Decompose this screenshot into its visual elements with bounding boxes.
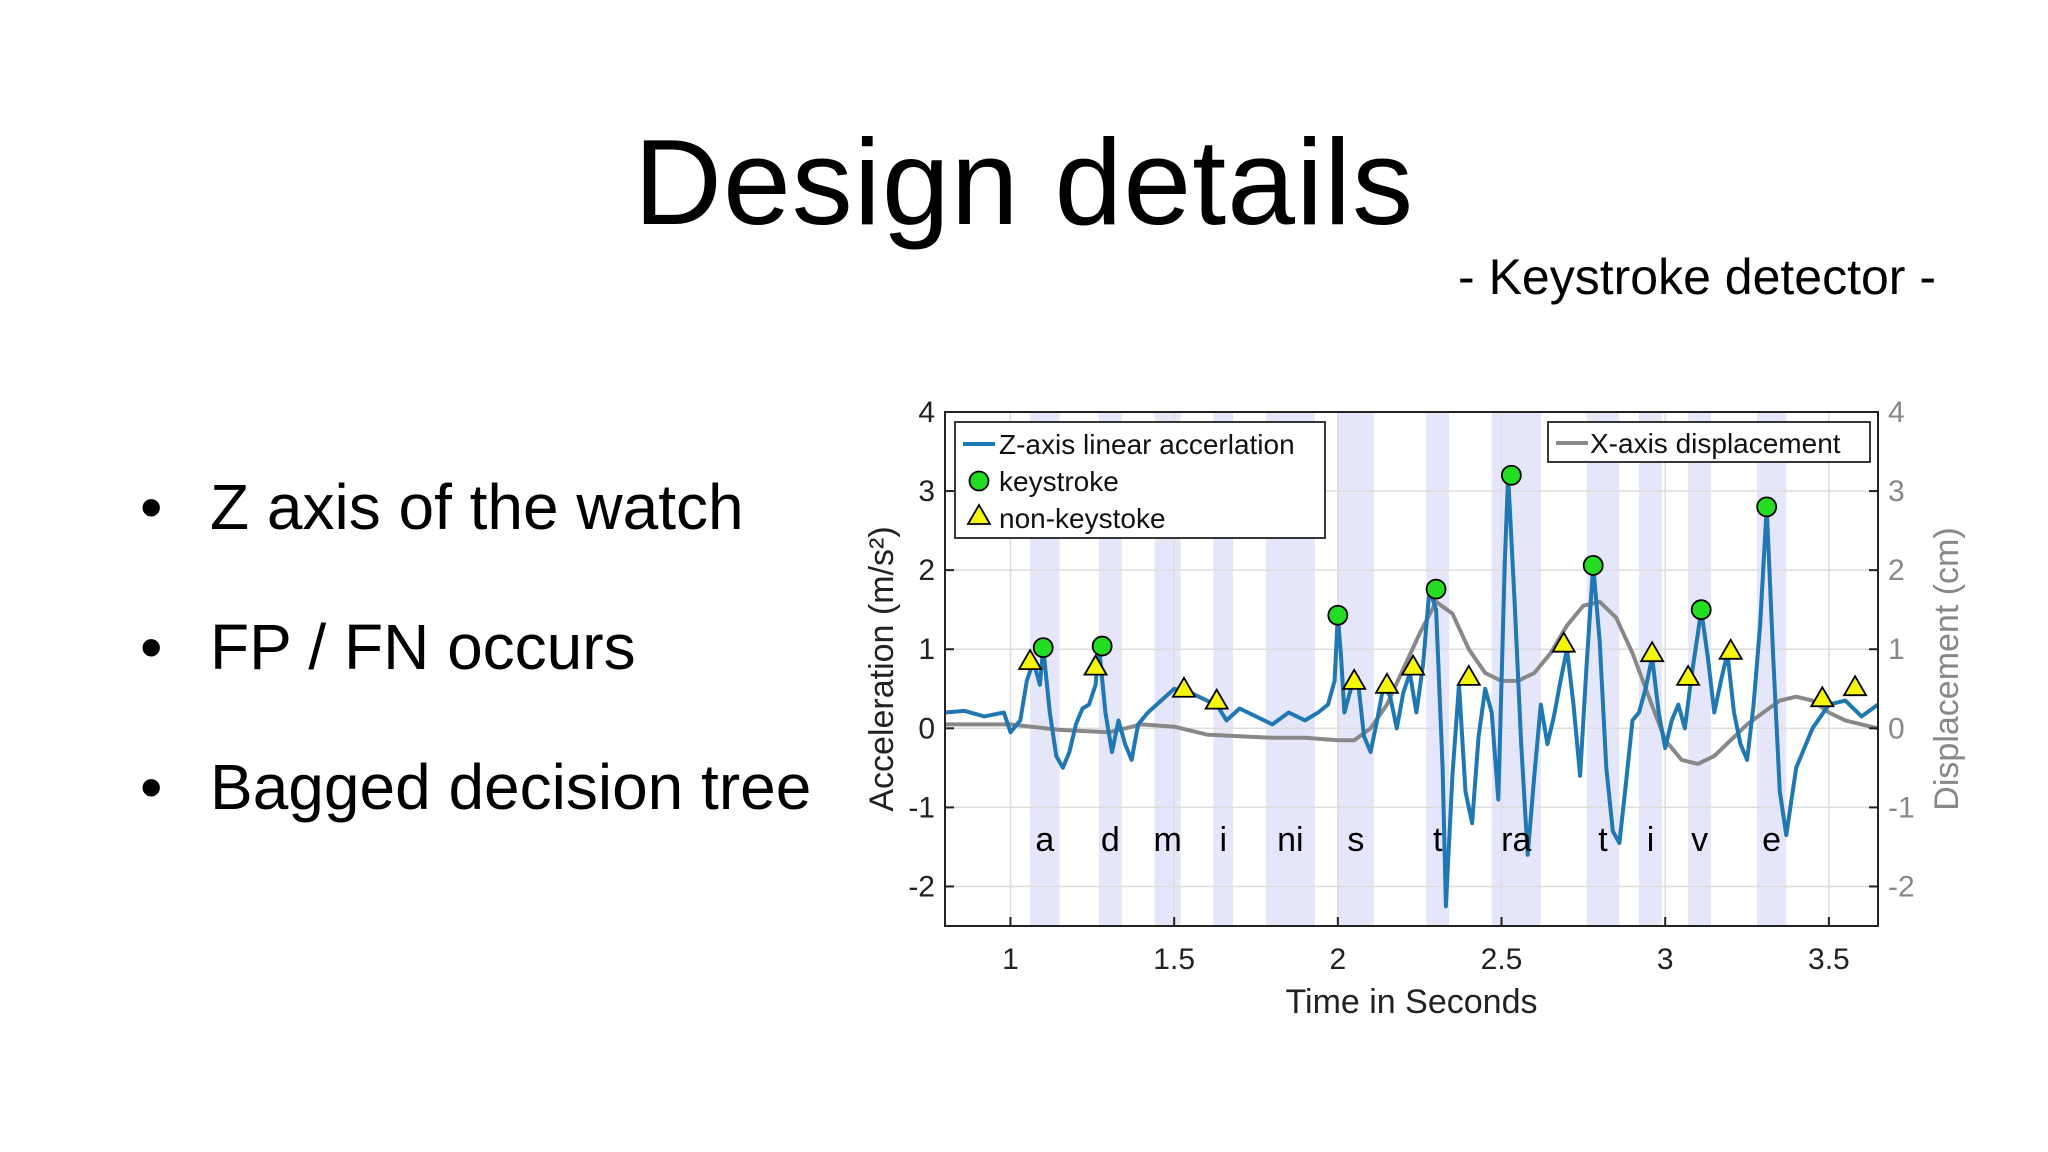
non-keystroke-marker bbox=[1675, 664, 1701, 686]
legend-entry: X-axis displacement bbox=[1590, 428, 1841, 459]
y2-tick-label: 3 bbox=[1888, 475, 1905, 508]
keystroke-interval bbox=[1756, 412, 1787, 926]
non-keystroke-marker bbox=[1456, 664, 1482, 686]
x-tick-label: 2 bbox=[1329, 943, 1346, 976]
key-letter-label: m bbox=[1153, 821, 1181, 859]
non-keystroke-marker bbox=[1842, 674, 1868, 697]
y-tick-label: 1 bbox=[918, 633, 935, 666]
y2-tick-label: 0 bbox=[1888, 712, 1905, 745]
event-markers bbox=[1017, 464, 1868, 710]
keystroke-marker bbox=[1327, 604, 1349, 626]
y-tick-label: -1 bbox=[908, 791, 935, 824]
non-keystroke-marker bbox=[1551, 630, 1577, 653]
keystroke-marker bbox=[1091, 635, 1113, 657]
keystroke-interval bbox=[1213, 412, 1234, 926]
y2-tick-label: 4 bbox=[1888, 396, 1905, 429]
y2-tick-label: -1 bbox=[1888, 791, 1915, 824]
non-keystroke-marker bbox=[1374, 672, 1400, 694]
y2-tick-label: 1 bbox=[1888, 633, 1905, 666]
legend-swatch-triangle bbox=[966, 503, 992, 525]
key-letter-label: d bbox=[1101, 821, 1120, 859]
plot-frame bbox=[944, 411, 1879, 927]
bullet-item: Bagged decision tree bbox=[140, 750, 811, 890]
non-keystroke-marker bbox=[1809, 685, 1835, 708]
non-keystroke-marker bbox=[1083, 653, 1109, 676]
slide-subtitle: - Keystroke detector - bbox=[1458, 249, 1936, 305]
y2-tick-label: 2 bbox=[1888, 554, 1905, 587]
key-letter-label: ni bbox=[1277, 821, 1303, 859]
keystroke-marker bbox=[1032, 637, 1054, 659]
y-tick-label: 4 bbox=[918, 396, 935, 429]
non-keystroke-marker bbox=[1718, 638, 1744, 660]
x-axis-label: Time in Seconds bbox=[1286, 983, 1538, 1021]
x-tick-label: 1 bbox=[1002, 943, 1019, 976]
key-letter-labels: a d m i ni s t ra t i v e bbox=[1035, 821, 1781, 859]
keystroke-marker bbox=[1690, 599, 1712, 621]
legend-entry: Z-axis linear accerlation bbox=[999, 429, 1295, 460]
key-letter-label: e bbox=[1762, 821, 1781, 859]
key-letter-label: s bbox=[1347, 821, 1364, 859]
keystroke-marker bbox=[1582, 555, 1604, 576]
non-keystroke-marker bbox=[1017, 648, 1043, 670]
bullet-list: Z axis of the watch FP / FN occurs Bagge… bbox=[140, 470, 811, 890]
axes: 1 1.5 2 2.5 3 3.5 -2 -2 -1 -1 0 0 1 1 2 2 3 3 4 4 Time in Se… bbox=[863, 396, 1966, 1021]
keystroke-marker bbox=[1756, 496, 1778, 518]
keystroke-interval bbox=[1337, 412, 1374, 926]
x-tick-label: 3.5 bbox=[1808, 943, 1850, 976]
non-keystroke-marker bbox=[1204, 687, 1230, 710]
legend-swatch-circle bbox=[968, 470, 990, 492]
non-keystroke-marker bbox=[1171, 675, 1197, 698]
key-letter-label: i bbox=[1647, 821, 1655, 859]
y2-axis-label: Displacement (cm) bbox=[1928, 527, 1966, 810]
y2-tick-label: -2 bbox=[1888, 870, 1915, 903]
legend-left-box bbox=[954, 421, 1326, 539]
key-letter-label: i bbox=[1219, 821, 1227, 859]
non-keystroke-marker bbox=[1341, 668, 1367, 690]
non-keystroke-marker bbox=[1400, 653, 1426, 676]
x-tick-label: 1.5 bbox=[1153, 943, 1195, 976]
legend-right-box bbox=[1547, 421, 1871, 463]
key-letter-label: v bbox=[1691, 821, 1708, 859]
displacement-line bbox=[945, 599, 1879, 766]
y-tick-label: 0 bbox=[918, 712, 935, 745]
y-axis-label: Acceleration (m/s²) bbox=[863, 526, 901, 811]
key-letter-label: ra bbox=[1501, 821, 1531, 859]
acceleration-line bbox=[944, 473, 1880, 909]
bullet-item: FP / FN occurs bbox=[140, 610, 811, 750]
bullet-item: Z axis of the watch bbox=[140, 470, 811, 610]
slide-title: Design details bbox=[633, 114, 1415, 250]
y-tick-label: 3 bbox=[918, 475, 935, 508]
x-tick-label: 3 bbox=[1657, 943, 1674, 976]
key-letter-label: t bbox=[1598, 821, 1608, 859]
y-tick-label: 2 bbox=[918, 554, 935, 587]
legend-entry: non-keystoke bbox=[999, 503, 1166, 534]
series-lines bbox=[944, 473, 1880, 909]
keystroke-interval bbox=[1688, 412, 1712, 926]
y-tick-label: -2 bbox=[908, 870, 935, 903]
keystroke-marker bbox=[1425, 578, 1447, 600]
non-keystroke-marker bbox=[1639, 640, 1665, 663]
legends: Z-axis linear accerlation keystroke non-ke… bbox=[954, 421, 1871, 539]
x-tick-label: 2.5 bbox=[1481, 943, 1523, 976]
key-letter-label: a bbox=[1035, 821, 1054, 859]
legend-entry: keystroke bbox=[999, 466, 1119, 497]
keystroke-marker bbox=[1500, 464, 1522, 486]
key-letter-label: t bbox=[1433, 821, 1443, 859]
keystroke-interval bbox=[1098, 412, 1122, 926]
